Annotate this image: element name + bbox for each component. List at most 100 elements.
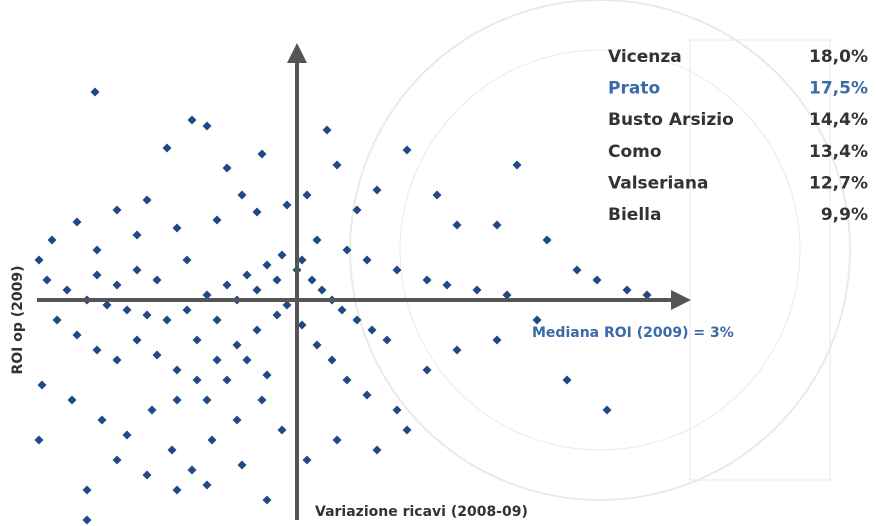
point [142, 310, 152, 320]
point [272, 275, 282, 285]
point [147, 405, 157, 415]
point [72, 330, 82, 340]
point [90, 87, 100, 97]
point [352, 315, 362, 325]
point [262, 370, 272, 380]
point [452, 220, 462, 230]
point [47, 235, 57, 245]
point [142, 195, 152, 205]
point [372, 445, 382, 455]
point [242, 355, 252, 365]
point [142, 470, 152, 480]
point [542, 235, 552, 245]
point [382, 335, 392, 345]
point [342, 375, 352, 385]
point [102, 300, 112, 310]
point [162, 143, 172, 153]
point [492, 335, 502, 345]
point [192, 335, 202, 345]
point [277, 425, 287, 435]
point [202, 290, 212, 300]
point [34, 255, 44, 265]
point [67, 395, 77, 405]
point [362, 390, 372, 400]
point [257, 149, 267, 159]
point [332, 435, 342, 445]
point [392, 265, 402, 275]
row-name: Prato [608, 79, 660, 99]
point [302, 190, 312, 200]
point [132, 230, 142, 240]
row-name: Como [608, 142, 662, 162]
point [212, 355, 222, 365]
point [432, 190, 442, 200]
point [192, 375, 202, 385]
point [272, 310, 282, 320]
y-axis-label: ROI op (2009) [10, 265, 26, 374]
point [167, 445, 177, 455]
point [222, 280, 232, 290]
point [282, 200, 292, 210]
row-name: Biella [608, 205, 661, 225]
point [172, 365, 182, 375]
point [202, 121, 212, 131]
point [122, 305, 132, 315]
point [112, 205, 122, 215]
ranking-table: Vicenza 18,0% Prato 17,5% Busto Arsizio 14,4%… [608, 47, 868, 225]
point [422, 275, 432, 285]
point [622, 285, 632, 295]
point [212, 215, 222, 225]
annotation: Mediana ROI (2009) = 3% [532, 325, 734, 341]
point [307, 275, 317, 285]
point [82, 515, 92, 525]
row-value: 12,7% [809, 173, 868, 193]
point [37, 380, 47, 390]
point [112, 280, 122, 290]
point [172, 223, 182, 233]
point [472, 285, 482, 295]
row-value: 9,9% [821, 205, 868, 225]
row-value: 13,4% [809, 142, 868, 162]
point [312, 235, 322, 245]
point [202, 480, 212, 490]
point [372, 185, 382, 195]
point [122, 430, 132, 440]
row-name: Busto Arsizio [608, 110, 734, 130]
point [262, 260, 272, 270]
point [642, 290, 652, 300]
point [322, 125, 332, 135]
row-name: Valseriana [608, 173, 708, 193]
point [72, 217, 82, 227]
point [187, 115, 197, 125]
point [297, 320, 307, 330]
point [172, 395, 182, 405]
point [312, 340, 322, 350]
point [532, 315, 542, 325]
point [327, 355, 337, 365]
point [92, 270, 102, 280]
row-value: 17,5% [809, 79, 868, 99]
point [207, 435, 217, 445]
point [92, 345, 102, 355]
point [132, 335, 142, 345]
point [392, 405, 402, 415]
point [62, 285, 72, 295]
row-value: 14,4% [809, 110, 868, 130]
point [302, 455, 312, 465]
point [332, 160, 342, 170]
point [352, 205, 362, 215]
point [172, 485, 182, 495]
point [187, 465, 197, 475]
x-axis-label: Variazione ricavi (2008-09) [315, 504, 528, 520]
point [112, 455, 122, 465]
point [222, 375, 232, 385]
point [182, 255, 192, 265]
point [402, 425, 412, 435]
point [492, 220, 502, 230]
point [512, 160, 522, 170]
point [277, 250, 287, 260]
point [202, 395, 212, 405]
point [237, 190, 247, 200]
point [282, 300, 292, 310]
